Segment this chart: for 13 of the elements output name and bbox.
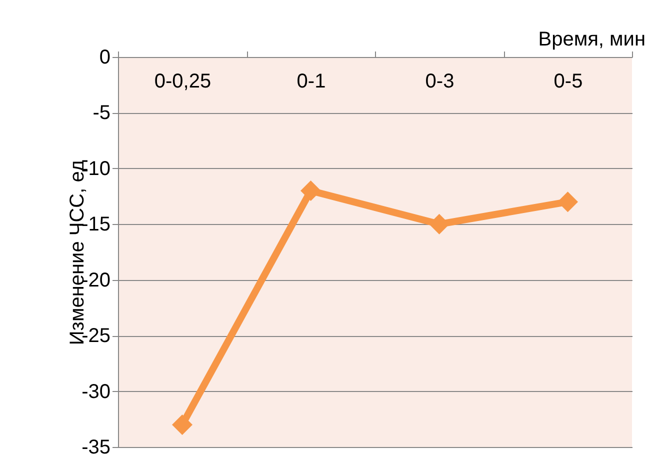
y-tick-label: 0 [99, 46, 110, 68]
point [429, 214, 450, 234]
y-tick-label: -30 [82, 380, 110, 403]
point [558, 192, 578, 212]
x-axis-title: Время, мин [538, 28, 646, 50]
x-tick-label: 0-3 [425, 70, 454, 92]
x-tick-label: 0-1 [296, 70, 326, 92]
x-tick-label: 0-5 [554, 70, 583, 92]
point [300, 180, 321, 201]
y-tick-label: -35 [82, 436, 110, 458]
point [172, 414, 192, 435]
y-tick-label: -5 [92, 102, 110, 124]
x-tick-label: 0-0,25 [154, 70, 212, 92]
